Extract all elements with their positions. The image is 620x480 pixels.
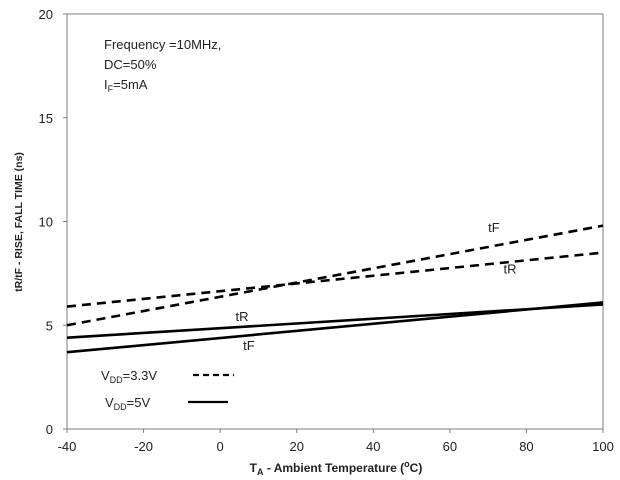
x-tick-label: 60 xyxy=(443,439,457,454)
series-lines xyxy=(67,226,603,353)
x-tick-label: 40 xyxy=(366,439,380,454)
y-tick-label: 10 xyxy=(39,215,53,230)
y-axis-label: tR/tF - RISE, FALL TIME (ns) xyxy=(13,152,25,292)
x-axis-label: TA - Ambient Temperature (oC) xyxy=(250,459,423,477)
condition-duty-cycle: DC=50% xyxy=(104,57,157,72)
conditions-annotation: Frequency =10MHz, DC=50% IF=5mA xyxy=(104,37,221,94)
x-tick-label: 100 xyxy=(592,439,614,454)
condition-frequency: Frequency =10MHz, xyxy=(104,37,221,52)
series-label: tF xyxy=(243,338,255,353)
x-tick-label: 20 xyxy=(289,439,303,454)
x-tick-label: -20 xyxy=(134,439,153,454)
y-tick-label: 20 xyxy=(39,7,53,22)
legend: VDD=3.3V VDD=5V xyxy=(101,368,234,412)
legend-label-vdd-3-3v: VDD=3.3V xyxy=(101,368,157,385)
series-label: tF xyxy=(488,220,500,235)
legend-label-vdd-5v: VDD=5V xyxy=(105,395,150,412)
x-axis-ticks: -40 -20 0 20 40 60 80 100 xyxy=(58,429,614,454)
y-tick-label: 0 xyxy=(46,422,53,437)
condition-forward-current: IF=5mA xyxy=(104,77,148,94)
series-label: tR xyxy=(235,309,248,324)
series-line-tr-3-3v xyxy=(67,253,603,307)
y-axis-ticks: 0 5 10 15 20 xyxy=(39,7,67,437)
x-tick-label: -40 xyxy=(58,439,77,454)
x-tick-label: 0 xyxy=(217,439,224,454)
series-label: tR xyxy=(503,261,516,276)
y-tick-label: 5 xyxy=(46,318,53,333)
y-tick-label: 15 xyxy=(39,111,53,126)
x-tick-label: 80 xyxy=(519,439,533,454)
